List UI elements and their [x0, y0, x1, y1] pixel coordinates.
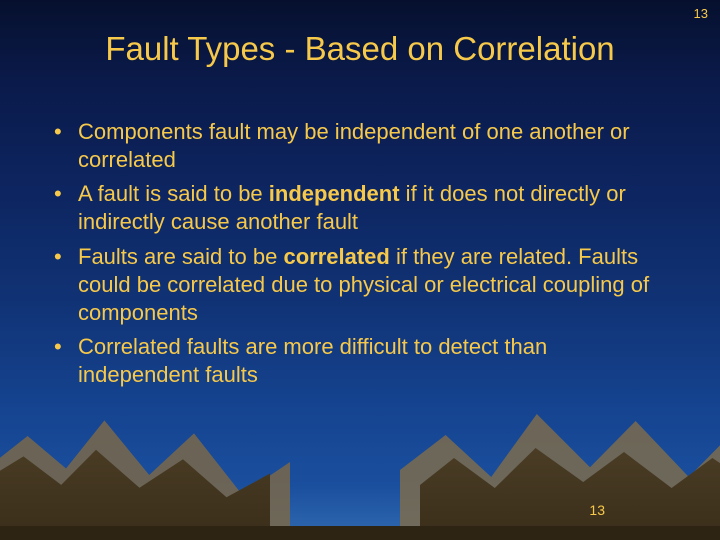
bullet-text-pre: Faults are said to be [78, 244, 283, 269]
slide: 13 Fault Types - Based on Correlation Co… [0, 0, 720, 540]
page-number-top: 13 [694, 6, 708, 21]
bullet-text-pre: Components fault may be independent of o… [78, 119, 630, 172]
bullet-item: A fault is said to be independent if it … [48, 180, 672, 236]
page-number-bottom: 13 [589, 502, 605, 518]
bullet-text-bold: correlated [283, 244, 389, 269]
bullet-item: Faults are said to be correlated if they… [48, 243, 672, 327]
slide-title: Fault Types - Based on Correlation [0, 30, 720, 68]
bullet-item: Components fault may be independent of o… [48, 118, 672, 174]
slide-body: Components fault may be independent of o… [48, 118, 672, 395]
bullet-text-pre: A fault is said to be [78, 181, 269, 206]
bullet-list: Components fault may be independent of o… [48, 118, 672, 389]
bullet-text-bold: independent [269, 181, 400, 206]
ground-decoration [0, 526, 720, 540]
bullet-text-pre: Correlated faults are more difficult to … [78, 334, 547, 387]
bullet-item: Correlated faults are more difficult to … [48, 333, 672, 389]
